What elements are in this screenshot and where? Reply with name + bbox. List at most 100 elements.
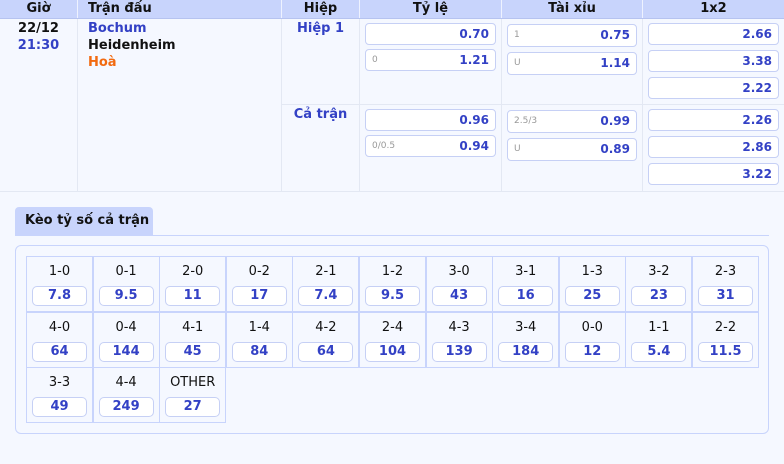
score-odds-button[interactable]: 12 [564, 341, 620, 362]
match-row: 22/12 21:30 Bochum Heidenheim Hoà Hiệp 1… [0, 19, 784, 192]
draw-label: Hoà [88, 55, 117, 70]
score-cell: 3-4 184 [492, 311, 560, 368]
odds-value: 1.21 [459, 53, 489, 67]
odds-value: 0.75 [600, 28, 630, 42]
score-cell: OTHER 27 [159, 367, 227, 423]
score-cell: 1-0 7.8 [26, 256, 93, 312]
1x2-odds-button[interactable]: 2.66 [648, 23, 779, 45]
overunder-line: U [514, 144, 521, 154]
score-cell: 0-4 144 [92, 311, 160, 368]
score-cell: 3-0 43 [425, 256, 493, 312]
score-odds-button[interactable]: 49 [32, 397, 87, 417]
match-date: 22/12 [18, 21, 59, 36]
score-odds-button[interactable]: 11 [165, 286, 221, 306]
score-odds-button[interactable]: 16 [498, 286, 554, 306]
score-odds-button[interactable]: 7.8 [32, 286, 87, 306]
score-odds-button[interactable]: 9.5 [98, 286, 154, 306]
score-odds-button[interactable]: 9.5 [365, 286, 420, 306]
score-label: OTHER [170, 375, 216, 390]
score-cell: 0-2 17 [225, 256, 293, 312]
odds-value: 0.94 [459, 139, 489, 153]
1x2-odds-button[interactable]: 2.22 [648, 77, 779, 99]
1x2-odds-button[interactable]: 3.38 [648, 50, 779, 72]
col-time: Giờ [0, 0, 78, 18]
score-label: 3-3 [48, 375, 71, 390]
score-odds-button[interactable]: 64 [298, 341, 354, 362]
score-label: 1-2 [381, 264, 404, 279]
score-label: 3-1 [515, 264, 537, 279]
score-label: 4-3 [448, 319, 470, 335]
overunder-odds-button[interactable]: 1 0.75 [507, 24, 637, 47]
score-odds-button[interactable]: 17 [231, 286, 287, 306]
score-odds-button[interactable]: 11.5 [698, 341, 753, 362]
score-odds-button[interactable]: 27 [165, 397, 221, 417]
handicap-odds-button[interactable]: 0/0.5 0.94 [365, 135, 496, 157]
score-label: 1-0 [48, 264, 71, 279]
odds-value: 0.70 [459, 27, 489, 41]
col-match: Trận đấu [78, 0, 282, 18]
1x2-odds-button[interactable]: 2.86 [648, 136, 779, 158]
score-label: 1-3 [581, 264, 603, 279]
score-odds-button[interactable]: 104 [365, 341, 420, 362]
score-cell: 0-1 9.5 [92, 256, 160, 312]
overunder-odds-button[interactable]: U 0.89 [507, 138, 637, 161]
overunder-odds-button[interactable]: U 1.14 [507, 52, 637, 75]
score-label: 2-2 [714, 319, 737, 335]
odds-value: 2.66 [742, 27, 772, 41]
score-odds-button[interactable]: 184 [498, 341, 554, 362]
score-label: 4-4 [115, 375, 137, 390]
score-cell: 3-1 16 [492, 256, 560, 312]
score-odds-button[interactable]: 31 [698, 286, 753, 306]
score-cell: 2-1 7.4 [292, 256, 360, 312]
tab-correct-score[interactable]: Kèo tỷ số cả trận [15, 207, 153, 235]
table-header: Giờ Trận đấu Hiệp Tỷ lệ Tài xỉu 1x2 [0, 0, 784, 19]
score-odds-button[interactable]: 84 [231, 341, 287, 362]
score-cell: 2-2 11.5 [692, 311, 759, 368]
score-label: 0-2 [248, 264, 270, 279]
col-overunder: Tài xỉu [502, 0, 643, 18]
score-label: 2-0 [182, 264, 204, 279]
col-handicap: Tỷ lệ [360, 0, 502, 18]
home-team[interactable]: Bochum [88, 21, 147, 36]
score-cell: 4-4 249 [92, 367, 160, 423]
score-cell: 3-2 23 [625, 256, 693, 312]
score-cell: 4-2 64 [292, 311, 360, 368]
score-cell: 2-0 11 [159, 256, 227, 312]
score-odds-button[interactable]: 23 [631, 286, 687, 306]
score-label: 1-4 [248, 319, 270, 335]
handicap-odds-button[interactable]: 0 1.21 [365, 49, 496, 71]
odds-value: 3.22 [742, 167, 772, 181]
odds-value: 2.26 [742, 113, 772, 127]
score-label: 4-2 [315, 319, 337, 335]
score-odds-button[interactable]: 64 [32, 341, 87, 362]
score-odds-button[interactable]: 45 [165, 341, 221, 362]
overunder-odds-button[interactable]: 2.5/3 0.99 [507, 110, 637, 133]
score-label: 2-4 [381, 319, 404, 335]
overunder-line: U [514, 58, 521, 68]
score-odds-button[interactable]: 25 [564, 286, 620, 306]
score-cell: 4-0 64 [26, 311, 93, 368]
col-half: Hiệp [282, 0, 360, 18]
handicap-odds-button[interactable]: 0.70 [365, 23, 496, 45]
score-odds-button[interactable]: 144 [98, 341, 154, 362]
score-cell: 4-3 139 [425, 311, 493, 368]
score-odds-button[interactable]: 7.4 [298, 286, 354, 306]
period-label: Cả trận [293, 107, 348, 122]
score-label: 1-1 [648, 319, 670, 335]
period-row: Cả trận 0.96 0/0.5 0.94 2.5/3 0.99 U 0.89 2.26 2.… [282, 105, 784, 192]
score-label: 4-0 [48, 319, 71, 335]
odds-value: 2.86 [742, 140, 772, 154]
handicap-odds-button[interactable]: 0.96 [365, 109, 496, 131]
score-odds-button[interactable]: 139 [431, 341, 487, 362]
away-team[interactable]: Heidenheim [88, 38, 176, 53]
score-odds-button[interactable]: 249 [98, 397, 154, 417]
score-odds-button[interactable]: 43 [431, 286, 487, 306]
handicap-line: 0/0.5 [372, 141, 396, 151]
score-cell: 4-1 45 [159, 311, 227, 368]
score-cell: 1-4 84 [225, 311, 293, 368]
score-label: 0-1 [115, 264, 137, 279]
score-odds-button[interactable]: 5.4 [631, 341, 687, 362]
1x2-odds-button[interactable]: 3.22 [648, 163, 779, 185]
1x2-odds-button[interactable]: 2.26 [648, 109, 779, 131]
score-cell: 2-4 104 [359, 311, 426, 368]
